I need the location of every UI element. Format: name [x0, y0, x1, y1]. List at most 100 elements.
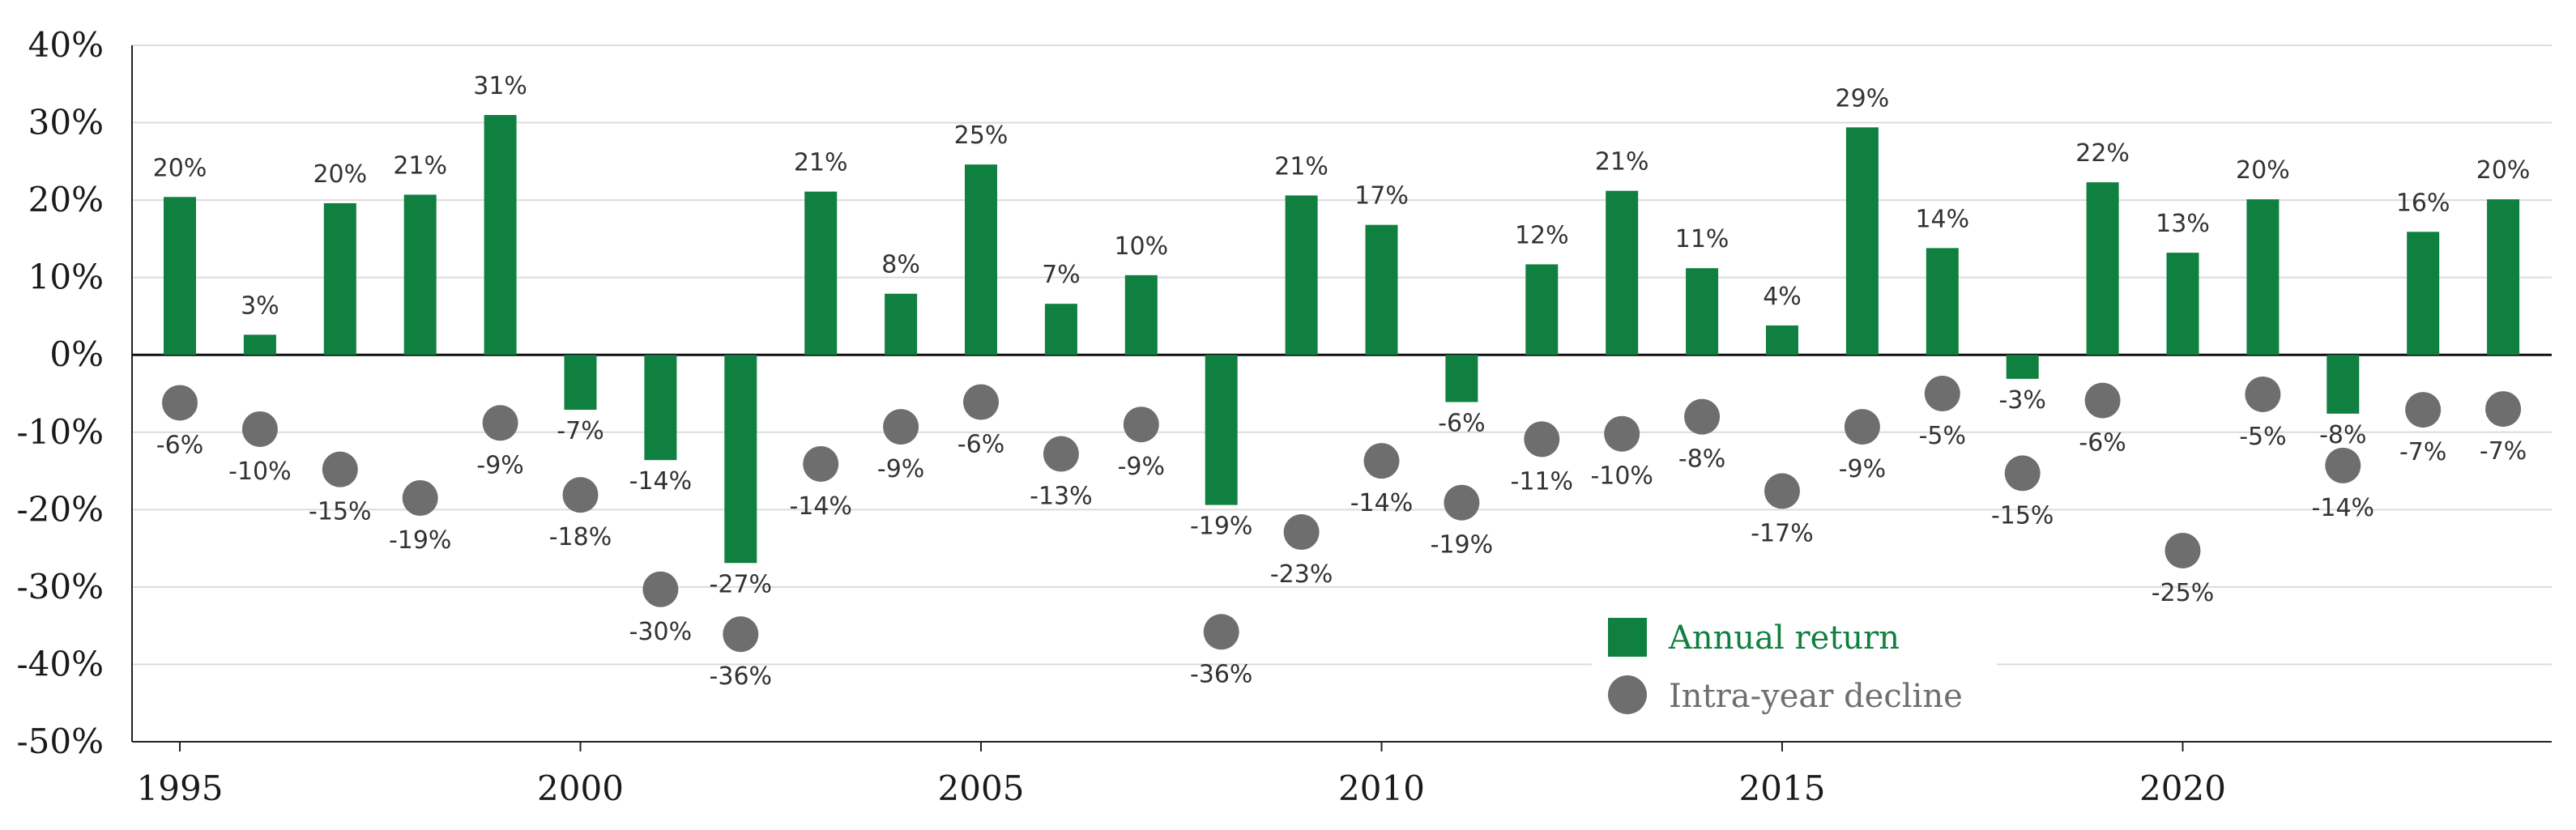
legend-label-intra-year-decline: Intra-year decline: [1669, 678, 1963, 715]
intra-year-decline-dot: [2245, 376, 2281, 412]
data-labels: 20% 3% 20% 21% 31% -7% -14% -27% 21% 8% 25% 7% 10% -1…: [153, 72, 2531, 691]
intra-year-decline-label: -10%: [1590, 462, 1653, 491]
x-tick-label: 2015: [1739, 768, 1826, 808]
annual-return-bar: [724, 355, 757, 564]
annual-return-bar: [1845, 127, 1879, 355]
legend-swatch-intra-year-decline: [1608, 675, 1647, 714]
annual-return-bar: [2006, 355, 2039, 379]
annual-return-bar: [1525, 264, 1559, 355]
intra-year-decline-dot: [1684, 398, 1721, 435]
annual-return-label: 20%: [2236, 156, 2290, 185]
intra-year-decline-dot: [2485, 391, 2522, 428]
annual-return-bar: [804, 191, 838, 355]
intra-year-decline-label: -5%: [2239, 423, 2286, 451]
annual-return-label: -3%: [1998, 386, 2045, 415]
annual-return-bar: [1044, 304, 1077, 355]
annual-return-bar: [1124, 275, 1158, 355]
annual-return-label: 10%: [1114, 232, 1168, 261]
intra-year-decline-dot: [1363, 443, 1400, 479]
annual-return-label: 20%: [313, 160, 367, 189]
legend-label-annual-return: Annual return: [1668, 619, 1900, 657]
intra-year-decline-label: -8%: [1678, 445, 1725, 474]
annual-return-bar: [1285, 195, 1318, 355]
intra-year-decline-dot: [963, 384, 999, 420]
annual-return-label: 20%: [2476, 156, 2531, 185]
intra-year-decline-label: -6%: [156, 431, 203, 459]
intra-year-decline-label: -19%: [1431, 531, 1494, 560]
annual-return-bar: [243, 334, 276, 355]
intra-year-decline-dot: [482, 405, 518, 441]
intra-year-decline-label: -15%: [309, 498, 372, 526]
annual-return-bar: [2487, 199, 2520, 355]
intra-year-decline-label: -17%: [1751, 519, 1814, 547]
annual-return-label: 21%: [794, 149, 848, 177]
y-tick-label: -20%: [16, 489, 104, 529]
annual-return-bars: [164, 115, 2520, 564]
intra-year-decline-dots: [162, 376, 2522, 653]
intra-year-decline-dot: [1924, 376, 1960, 411]
annual-return-bar: [1926, 248, 1959, 355]
intra-year-decline-label: -11%: [1511, 467, 1574, 496]
annual-return-bar: [564, 355, 597, 411]
intra-year-decline-label: -19%: [389, 526, 452, 555]
intra-year-decline-dot: [1764, 473, 1800, 509]
annual-return-bar: [2166, 253, 2199, 355]
annual-return-bar: [2246, 199, 2280, 355]
intra-year-decline-label: -9%: [877, 455, 924, 483]
annual-return-bar: [2086, 182, 2119, 355]
intra-year-decline-label: -10%: [228, 458, 292, 486]
x-tick-label: 1995: [137, 768, 224, 808]
annual-return-bar: [1445, 355, 1478, 402]
x-tick-label: 2020: [2139, 768, 2226, 808]
intra-year-decline-label: -15%: [1991, 501, 2054, 530]
y-axis-ticks: 40% 30% 20% 10% 0% -10% -20% -30% -40% -50%: [16, 25, 104, 761]
annual-return-label: -6%: [1438, 410, 1485, 438]
intra-year-decline-label: -7%: [2480, 437, 2527, 466]
annual-return-label: 13%: [2156, 210, 2210, 238]
intra-year-decline-label: -30%: [629, 618, 693, 646]
intra-year-decline-dot: [1043, 436, 1079, 472]
annual-return-bar: [1766, 325, 1798, 355]
annual-return-label: 20%: [153, 154, 207, 182]
annual-return-bar: [164, 197, 196, 355]
annual-return-label: -8%: [2319, 421, 2366, 449]
intra-year-decline-label: -18%: [549, 523, 612, 551]
intra-year-decline-dot: [402, 480, 438, 516]
annual-return-bar: [1205, 355, 1238, 505]
y-tick-label: -30%: [16, 567, 104, 607]
intra-year-decline-label: -9%: [1839, 455, 1886, 483]
intra-year-decline-dot: [1283, 514, 1320, 551]
x-axis-ticks: 1995 2000 2005 2010 2015 2020: [137, 742, 2226, 808]
y-tick-label: 20%: [28, 180, 104, 219]
annual-return-label: -27%: [710, 570, 773, 598]
intra-year-decline-label: -9%: [476, 451, 523, 479]
intra-year-decline-dot: [2325, 447, 2361, 483]
annual-return-label: 25%: [954, 121, 1009, 150]
intra-year-decline-label: -14%: [2312, 494, 2375, 522]
intra-year-decline-dot: [1844, 409, 1880, 445]
annual-return-bar: [2407, 232, 2440, 355]
annual-return-label: 14%: [1915, 205, 1969, 233]
annual-return-label: 31%: [473, 72, 527, 100]
annual-return-label: 17%: [1354, 182, 1409, 211]
y-tick-label: -10%: [16, 412, 104, 452]
annual-return-bar: [885, 293, 918, 355]
intra-year-decline-label: -14%: [1350, 489, 1414, 517]
intra-year-decline-label: -13%: [1030, 483, 1093, 511]
intra-year-decline-dot: [1444, 484, 1480, 521]
annual-return-bar: [1686, 268, 1719, 355]
intra-year-decline-label: -36%: [1190, 660, 1253, 688]
intra-year-decline-dot: [1123, 406, 1159, 443]
annual-return-bar: [403, 194, 437, 355]
annual-return-bar: [1606, 190, 1639, 355]
annual-return-label: -14%: [629, 467, 693, 496]
axes: [131, 45, 2552, 743]
annual-return-label: 29%: [1836, 84, 1890, 113]
intra-year-decline-label: -9%: [1118, 453, 1165, 481]
intra-year-decline-label: -36%: [710, 662, 773, 691]
intra-year-decline-dot: [883, 409, 919, 445]
intra-year-decline-dot: [803, 445, 839, 482]
y-tick-label: 40%: [28, 25, 104, 65]
intra-year-decline-dot: [723, 616, 759, 653]
